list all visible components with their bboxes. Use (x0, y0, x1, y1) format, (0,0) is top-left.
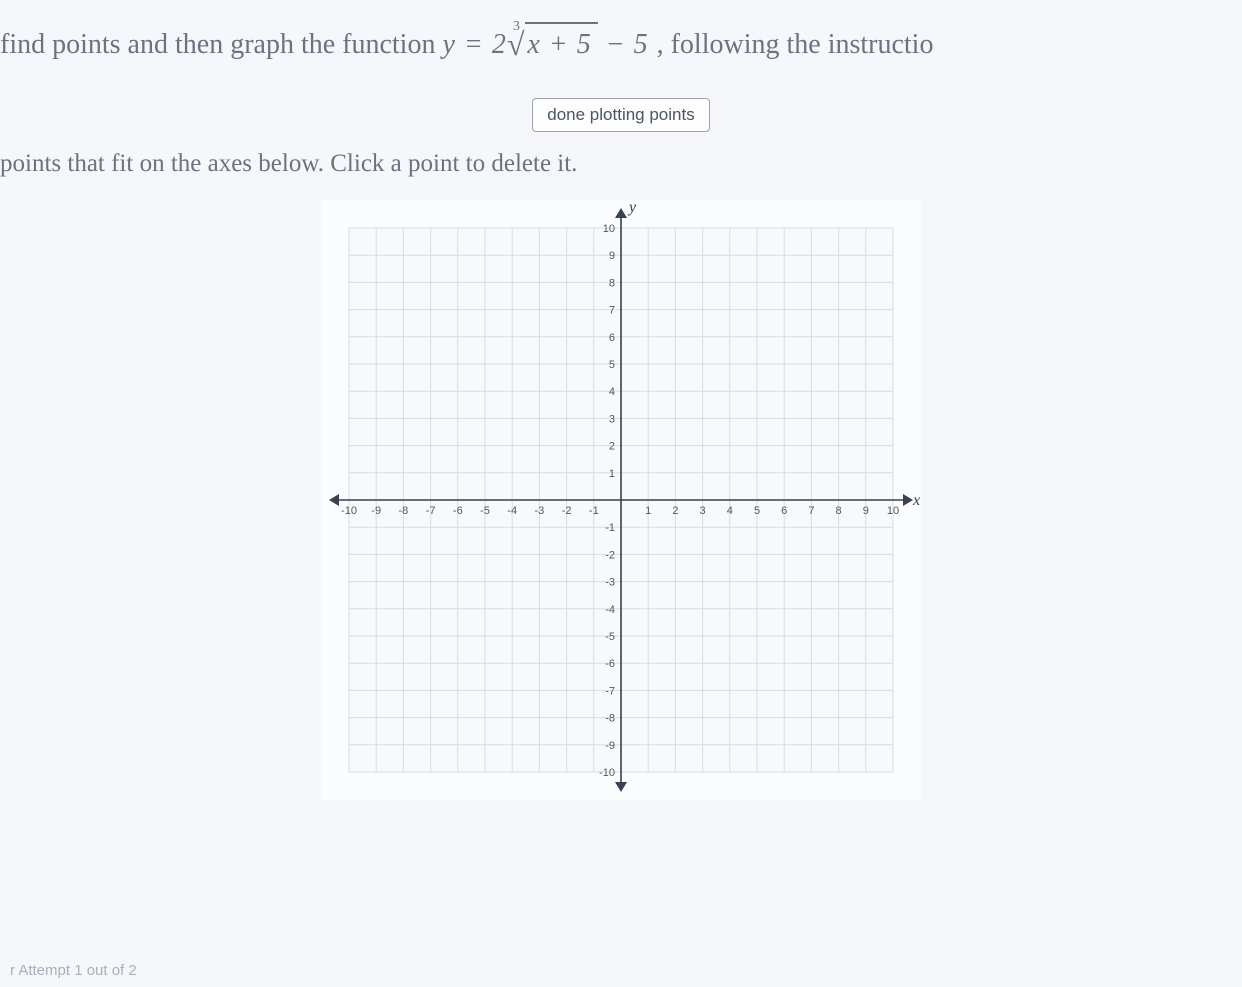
svg-text:-3: -3 (535, 505, 545, 517)
svg-text:-6: -6 (453, 505, 463, 517)
done-plotting-button[interactable]: done plotting points (532, 98, 709, 132)
svg-text:9: 9 (609, 250, 615, 262)
svg-text:6: 6 (609, 332, 615, 344)
done-button-container: done plotting points (0, 98, 1242, 132)
svg-text:1: 1 (645, 505, 651, 517)
svg-text:-3: -3 (605, 577, 615, 589)
svg-text:-8: -8 (605, 713, 615, 725)
eq-eq: = (456, 29, 492, 60)
svg-text:9: 9 (863, 505, 869, 517)
attempt-counter: r Attempt 1 out of 2 (10, 962, 137, 979)
svg-text:5: 5 (754, 505, 760, 517)
svg-text:4: 4 (727, 505, 733, 517)
svg-text:6: 6 (781, 505, 787, 517)
svg-text:-8: -8 (399, 505, 409, 517)
svg-text:-9: -9 (371, 505, 381, 517)
svg-text:-2: -2 (562, 505, 572, 517)
question-suffix: , following the instructio (657, 29, 934, 60)
svg-text:-5: -5 (605, 631, 615, 643)
svg-text:-1: -1 (589, 505, 599, 517)
svg-text:-2: -2 (605, 549, 615, 561)
graph-container: -10 -9 -8 -7 -6 -5 -4 -3 -2 -1 1 2 3 4 5 6 7 8 9 10 -10 -9 -8 -… (0, 200, 1242, 800)
svg-text:2: 2 (672, 505, 678, 517)
root-index: 3 (513, 16, 521, 37)
question-line: find points and then graph the function … (0, 20, 1242, 68)
eq-coef: 2 (492, 29, 507, 60)
svg-text:-1: -1 (605, 522, 615, 534)
svg-text:10: 10 (887, 505, 899, 517)
question-prefix: find points and then graph the function (0, 29, 442, 60)
svg-text:-4: -4 (605, 604, 615, 616)
svg-text:-7: -7 (426, 505, 436, 517)
svg-text:7: 7 (609, 305, 615, 317)
eq-lhs: y (442, 29, 455, 60)
svg-text:5: 5 (609, 359, 615, 371)
svg-text:-5: -5 (480, 505, 490, 517)
coordinate-plane[interactable]: -10 -9 -8 -7 -6 -5 -4 -3 -2 -1 1 2 3 4 5 6 7 8 9 10 -10 -9 -8 -… (321, 200, 921, 800)
svg-text:1: 1 (609, 468, 615, 480)
plot-instruction: points that fit on the axes below. Click… (0, 150, 1242, 178)
svg-text:-7: -7 (605, 685, 615, 697)
svg-text:7: 7 (808, 505, 814, 517)
svg-text:4: 4 (609, 386, 615, 398)
cube-root: 3√x + 5 (507, 20, 598, 68)
svg-text:3: 3 (700, 505, 706, 517)
svg-text:-4: -4 (507, 505, 517, 517)
radicand: x + 5 (525, 22, 597, 66)
svg-text:2: 2 (609, 441, 615, 453)
svg-text:-10: -10 (599, 767, 615, 779)
equation: y = 23√x + 5 − 5 (442, 29, 656, 60)
svg-text:-6: -6 (605, 658, 615, 670)
svg-text:8: 8 (609, 277, 615, 289)
svg-text:y: y (627, 200, 637, 216)
svg-text:-10: -10 (341, 505, 357, 517)
eq-tail: − 5 (598, 29, 649, 60)
svg-text:x: x (912, 492, 920, 509)
svg-text:10: 10 (603, 223, 615, 235)
svg-text:8: 8 (836, 505, 842, 517)
svg-text:-9: -9 (605, 740, 615, 752)
svg-text:3: 3 (609, 413, 615, 425)
